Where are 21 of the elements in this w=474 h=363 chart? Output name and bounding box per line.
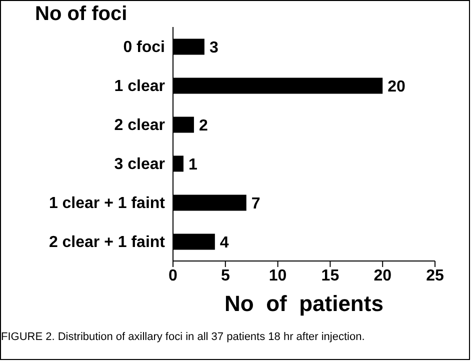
y-tick-label: 0 foci xyxy=(123,39,165,56)
x-axis-title: No of patients xyxy=(224,291,384,317)
data-label: 3 xyxy=(209,39,218,56)
caption: FIGURE 2. Distribution of axillary foci in all 37 patients 18 hr after injection. xyxy=(1,331,365,343)
y-tick-label: 2 clear xyxy=(114,117,165,134)
x-tick-label: 25 xyxy=(426,267,444,284)
data-label: 4 xyxy=(220,234,229,252)
x-tick-label: 15 xyxy=(321,267,340,284)
y-tick-label: 1 clear xyxy=(114,78,165,96)
x-tick-label: 10 xyxy=(268,267,287,284)
data-label: 7 xyxy=(251,195,260,212)
y-axis-title: No of foci xyxy=(35,3,128,26)
y-tick-label: 3 clear xyxy=(114,156,165,174)
x-tick-label: 5 xyxy=(220,267,230,284)
data-label: 1 xyxy=(188,156,198,174)
data-label: 2 xyxy=(198,117,208,134)
y-tick-label: 2 clear + 1 faint xyxy=(48,234,166,252)
x-tick-label: 20 xyxy=(374,267,392,284)
data-label: 20 xyxy=(388,78,406,96)
y-tick-label: 1 clear + 1 faint xyxy=(48,195,166,212)
x-tick-label: 0 xyxy=(168,267,178,284)
